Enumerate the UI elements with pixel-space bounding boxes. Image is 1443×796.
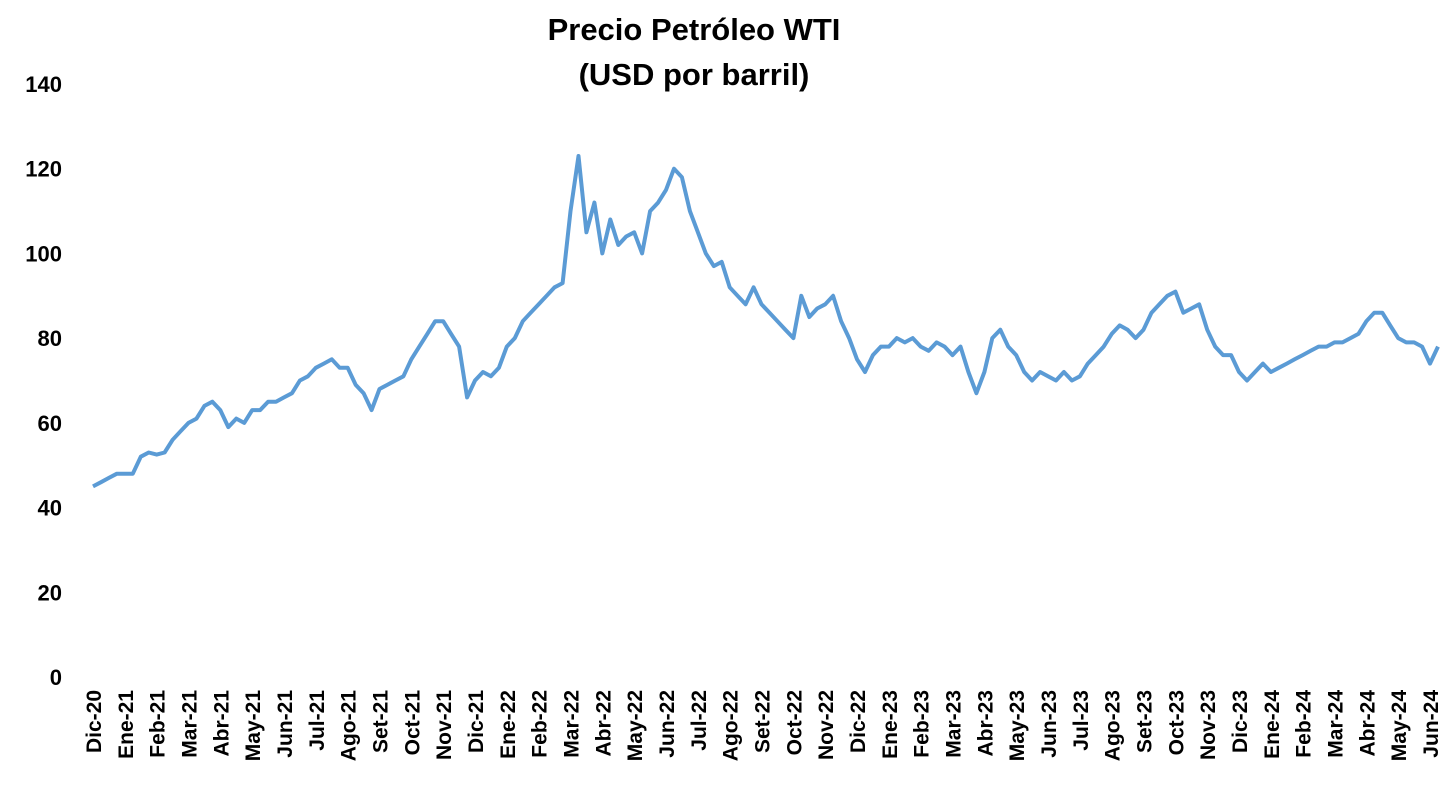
x-tick-label: Abr-24 <box>1356 690 1379 757</box>
x-tick-label: May-22 <box>624 690 647 761</box>
x-tick-label: Feb-24 <box>1293 690 1316 758</box>
x-tick-label: Ene-24 <box>1261 690 1284 759</box>
y-tick-label: 80 <box>38 326 62 351</box>
x-tick-label: Mar-23 <box>943 690 966 758</box>
x-tick-label: Ago-21 <box>338 690 361 761</box>
x-tick-label: Mar-22 <box>561 690 584 758</box>
x-tick-label: Jun-24 <box>1420 690 1443 758</box>
y-tick-label: 20 <box>38 580 62 605</box>
x-tick-label: Jul-21 <box>306 690 329 751</box>
x-tick-label: Feb-21 <box>147 690 170 758</box>
x-tick-label: Ene-21 <box>115 690 138 759</box>
x-tick-label: Mar-21 <box>179 690 202 758</box>
x-tick-label: May-21 <box>242 690 265 762</box>
x-tick-label: Jul-22 <box>688 690 711 751</box>
y-tick-label: 120 <box>25 157 62 182</box>
x-tick-label: May-23 <box>1006 690 1029 761</box>
x-tick-label: Abr-22 <box>592 690 615 757</box>
x-tick-label: Abr-23 <box>974 690 997 757</box>
x-tick-label: Jun-22 <box>656 690 679 758</box>
y-tick-label: 100 <box>25 241 62 266</box>
y-tick-label: 40 <box>38 496 62 521</box>
x-tick-label: Ene-23 <box>879 690 902 759</box>
x-tick-label: Jun-23 <box>1038 690 1061 758</box>
x-tick-label: Oct-21 <box>401 690 424 756</box>
data-line <box>92 154 1440 489</box>
x-tick-label: Dic-21 <box>465 690 488 753</box>
x-tick-label: Abr-21 <box>210 690 233 757</box>
x-tick-label: Ago-22 <box>720 690 743 761</box>
x-tick-label: Feb-22 <box>529 690 552 758</box>
x-tick-label: Nov-21 <box>433 690 456 760</box>
y-tick-label: 0 <box>50 665 62 690</box>
x-tick-label: Set-23 <box>1134 690 1157 753</box>
x-tick-label: Ene-22 <box>497 690 520 759</box>
x-tick-label: Dic-23 <box>1229 690 1252 753</box>
x-tick-label: Oct-23 <box>1165 690 1188 755</box>
x-tick-label: Feb-23 <box>911 690 934 758</box>
x-tick-label: Dic-20 <box>83 690 106 753</box>
x-tick-label: Jul-23 <box>1070 690 1093 751</box>
x-tick-label: Dic-22 <box>847 690 870 753</box>
x-tick-label: Nov-22 <box>815 690 838 760</box>
x-tick-label: Ago-23 <box>1102 690 1125 761</box>
chart-subtitle: (USD por barril) <box>579 57 810 92</box>
x-tick-label: Mar-24 <box>1325 690 1348 758</box>
x-tick-label: Jun-21 <box>274 690 297 758</box>
x-tick-label: Oct-22 <box>783 690 806 755</box>
chart-title: Precio Petróleo WTI <box>548 12 841 47</box>
x-tick-label: Nov-23 <box>1197 690 1220 760</box>
y-tick-label: 60 <box>38 411 62 436</box>
x-tick-label: Set-21 <box>370 690 393 753</box>
x-tick-label: May-24 <box>1388 690 1411 762</box>
y-tick-label: 140 <box>25 72 62 97</box>
x-tick-label: Set-22 <box>752 690 775 753</box>
